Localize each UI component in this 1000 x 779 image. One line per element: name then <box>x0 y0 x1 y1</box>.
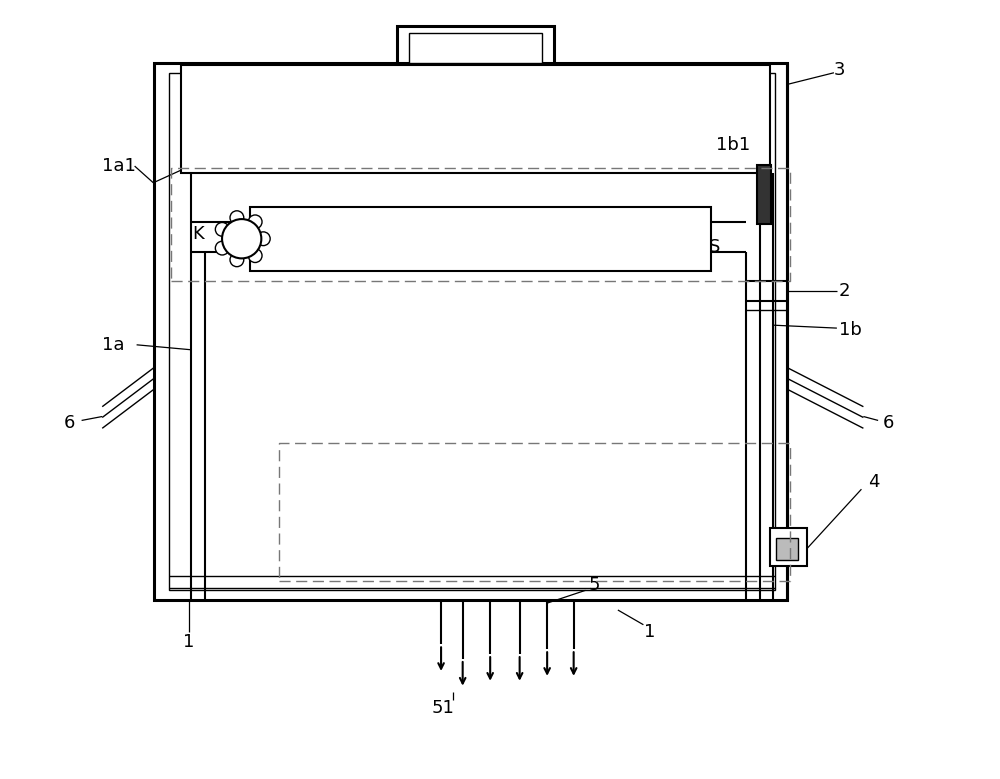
Text: 2: 2 <box>839 282 850 300</box>
Circle shape <box>215 223 229 236</box>
Bar <box>154 63 787 600</box>
Circle shape <box>230 253 244 266</box>
Bar <box>169 72 775 590</box>
Circle shape <box>222 219 261 259</box>
Text: 6: 6 <box>64 414 75 432</box>
Bar <box>409 33 542 63</box>
Text: S: S <box>708 238 720 256</box>
Circle shape <box>230 211 244 224</box>
Text: 1b1: 1b1 <box>716 136 750 154</box>
Circle shape <box>215 241 229 255</box>
Circle shape <box>248 215 262 229</box>
Text: 1: 1 <box>644 622 655 640</box>
Text: 3: 3 <box>834 61 845 79</box>
Text: 5: 5 <box>588 576 600 594</box>
Text: 4: 4 <box>868 474 880 492</box>
Bar <box>397 26 554 63</box>
Text: 51: 51 <box>432 700 454 717</box>
Circle shape <box>248 249 262 263</box>
Text: 1b: 1b <box>839 321 862 339</box>
Text: 1a1: 1a1 <box>102 157 136 175</box>
Text: 1: 1 <box>183 633 194 651</box>
Circle shape <box>256 232 270 245</box>
Bar <box>776 538 798 560</box>
Bar <box>250 207 711 271</box>
Bar <box>181 65 770 173</box>
Text: 1a: 1a <box>102 336 125 354</box>
Bar <box>757 165 771 224</box>
Text: 6: 6 <box>882 414 894 432</box>
Bar <box>770 528 807 566</box>
Text: K: K <box>193 225 204 243</box>
